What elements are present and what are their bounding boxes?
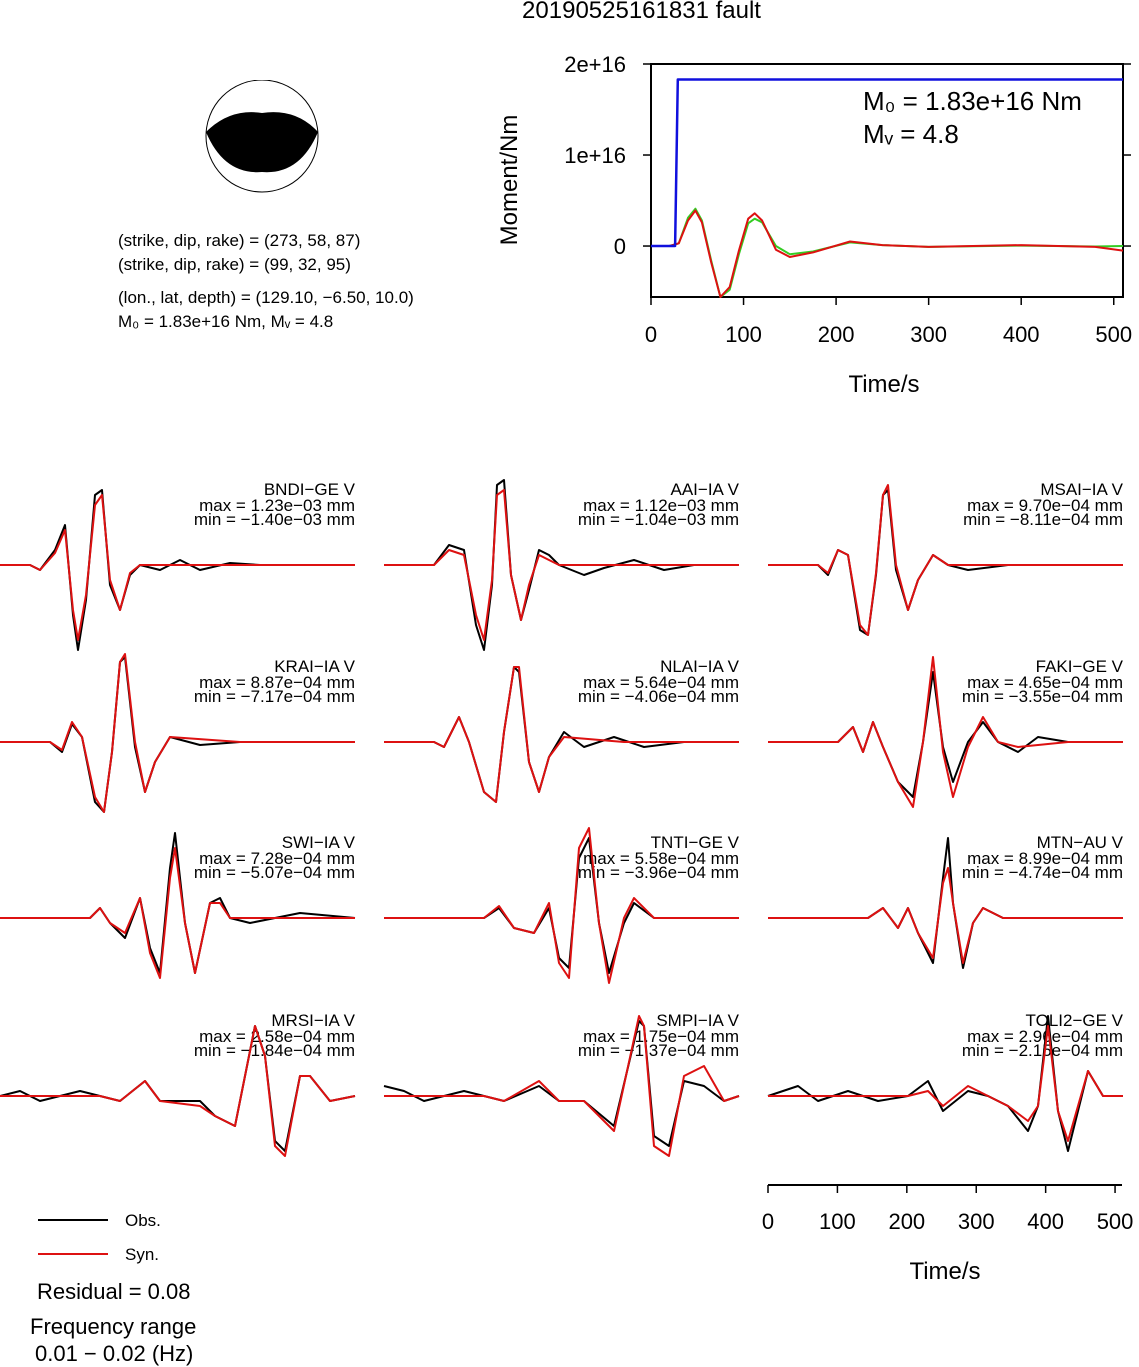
station-min: min = −5.07e−04 mm xyxy=(194,863,355,882)
synthetic-trace xyxy=(768,1025,1123,1142)
synthetic-trace xyxy=(384,1015,740,1157)
synthetic-trace xyxy=(0,653,355,813)
moment-chart: 2e+16 1e+16 0 0 100 200 300 400 500 Time/s Moment/… xyxy=(496,52,1132,398)
x-tick-label: 0 xyxy=(645,322,657,347)
station-name: TNTI−GE V xyxy=(651,833,740,852)
x-tick-label: 200 xyxy=(818,322,855,347)
y-tick-label: 2e+16 xyxy=(564,52,626,77)
y-axis-label: Moment/Nm xyxy=(496,115,523,246)
station-name: NLAI−IA V xyxy=(660,657,740,676)
cumulative-moment-line xyxy=(651,78,1123,248)
station-name: SWI−IA V xyxy=(282,833,356,852)
synthetic-trace xyxy=(0,847,355,979)
time-tick-label: 0 xyxy=(762,1209,774,1234)
x-axis-label: Time/s xyxy=(848,371,919,398)
legend-obs: Obs. xyxy=(125,1211,161,1230)
page-title: 20190525161831 fault xyxy=(522,0,761,24)
legend-lines xyxy=(38,1219,108,1255)
moment-magnitude: M₀ = 1.83e+16 Nm, Mᵥ = 4.8 xyxy=(118,312,334,331)
station-max: max = 1.23e−03 mm xyxy=(199,496,355,515)
x-tick-label: 300 xyxy=(910,322,947,347)
time-axis-label: Time/s xyxy=(909,1258,980,1285)
time-tick-label: 200 xyxy=(888,1209,925,1234)
frequency-range-value: 0.01 − 0.02 (Hz) xyxy=(35,1341,194,1366)
synthetic-trace xyxy=(384,666,739,803)
station-min: min = −8.11e−04 mm xyxy=(963,510,1123,529)
time-tick-label: 300 xyxy=(958,1209,995,1234)
station-name: MSAI−IA V xyxy=(1040,480,1123,499)
synthetic-trace xyxy=(768,867,1123,964)
synthetic-trace xyxy=(0,1025,356,1157)
synthetic-trace xyxy=(384,827,739,984)
beachball xyxy=(205,80,319,193)
focal-plane-2: (strike, dip, rake) = (99, 32, 95) xyxy=(118,255,351,274)
station-max: max = 5.58e−04 mm xyxy=(583,849,739,868)
station-min: min = −1.84e−04 mm xyxy=(194,1041,355,1060)
focal-plane-1: (strike, dip, rake) = (273, 58, 87) xyxy=(118,231,361,250)
station-min: min = −3.96e−04 mm xyxy=(578,863,739,882)
moment-plot-frame xyxy=(650,63,1124,298)
station-max: max = 4.65e−04 mm xyxy=(967,673,1123,692)
moment-rate-red-line xyxy=(651,209,1124,298)
x-tick-label: 400 xyxy=(1003,322,1040,347)
station-max: max = 1.75e−04 mm xyxy=(583,1027,739,1046)
station-max: max = 2.58e−04 mm xyxy=(199,1027,355,1046)
y-tick-label: 1e+16 xyxy=(564,143,626,168)
station-name: SMPI−IA V xyxy=(656,1011,739,1030)
station-max: max = 8.99e−04 mm xyxy=(967,849,1123,868)
legend-syn: Syn. xyxy=(125,1245,160,1264)
time-tick-label: 100 xyxy=(819,1209,856,1234)
station-max: max = 1.12e−03 mm xyxy=(583,496,739,515)
x-tick-label: 500 xyxy=(1095,322,1132,347)
synthetic-trace xyxy=(768,656,1123,808)
station-max: max = 7.28e−04 mm xyxy=(199,849,355,868)
y-tick-label: 0 xyxy=(614,234,626,259)
time-tick-label: 400 xyxy=(1027,1209,1064,1234)
station-min: min = −1.40e−03 mm xyxy=(194,510,355,529)
synthetic-trace xyxy=(768,484,1123,636)
station-name: MRSI−IA V xyxy=(271,1011,355,1030)
station-name: TOLI2−GE V xyxy=(1026,1011,1124,1030)
station-name: FAKI−GE V xyxy=(1036,657,1124,676)
waveform-time-axis: 0 100 200 300 400 500 Time/s xyxy=(762,1184,1134,1285)
x-tick-label: 100 xyxy=(725,322,762,347)
station-min: min = −4.74e−04 mm xyxy=(962,863,1123,882)
station-min: min = −1.04e−03 mm xyxy=(578,510,739,529)
synthetic-trace xyxy=(0,494,355,641)
frequency-range-label: Frequency range xyxy=(30,1314,197,1339)
station-name: BNDI−GE V xyxy=(264,480,356,499)
residual-label: Residual = 0.08 xyxy=(37,1279,191,1304)
station-min: min = −3.55e−04 mm xyxy=(962,687,1123,706)
station-max: max = 5.64e−04 mm xyxy=(583,673,739,692)
station-max: max = 8.87e−04 mm xyxy=(199,673,355,692)
station-max: max = 9.70e−04 mm xyxy=(967,496,1123,515)
moment-rate-green-line xyxy=(651,207,1124,298)
station-min: min = −4.06e−04 mm xyxy=(578,687,739,706)
station-name: KRAI−IA V xyxy=(274,657,355,676)
magnitude-annotation: Mᵥ = 4.8 xyxy=(863,119,959,149)
station-min: min = −2.15e−04 mm xyxy=(962,1041,1123,1060)
station-min: min = −7.17e−04 mm xyxy=(194,687,355,706)
station-name: AAI−IA V xyxy=(670,480,739,499)
station-name: MTN−AU V xyxy=(1037,833,1124,852)
time-tick-label: 500 xyxy=(1097,1209,1134,1234)
moment-annotation: M₀ = 1.83e+16 Nm xyxy=(863,86,1082,116)
location-depth: (lon., lat, depth) = (129.10, −6.50, 10.… xyxy=(118,288,414,307)
observed-trace xyxy=(383,1020,740,1147)
synthetic-trace xyxy=(384,489,739,641)
station-min: min = −1.37e−04 mm xyxy=(578,1041,739,1060)
